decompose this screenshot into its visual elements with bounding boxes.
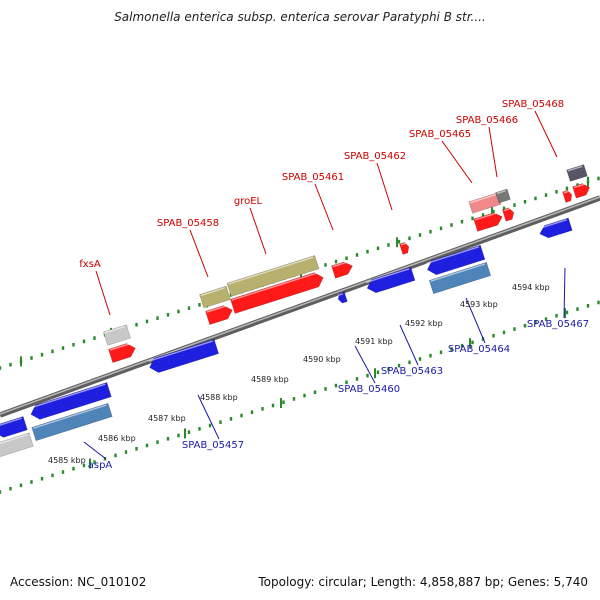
kbp-label: 4587 kbp [148,414,186,423]
gene-label-fxsa: fxsA [79,259,101,270]
leader-line [83,441,107,460]
leader-line [488,126,498,178]
kbp-label: 4588 kbp [200,393,238,402]
cds-light-red [468,192,502,214]
cds-red-6 [473,211,503,232]
kbp-label: 4590 kbp [303,355,341,364]
kbp-label: 4594 kbp [512,283,550,292]
gene-label-spab_05460: SPAB_05460 [338,384,400,395]
leader-line [95,270,111,316]
kbp-label: 4585 kbp [48,456,86,465]
backbone-highlight [0,196,600,415]
cds-grey-lower [0,432,34,458]
leader-line [534,110,558,158]
kbp-label: 4592 kbp [405,319,443,328]
fxsA-cds [108,342,136,363]
cds-red-4 [331,260,353,279]
topology-summary: Topology: circular; Length: 4,858,887 bp… [258,575,588,589]
gene-label-spab_05464: SPAB_05464 [448,344,510,355]
cds-blue-5 [366,266,416,294]
cds-red-8 [562,190,573,203]
leader-line [354,345,376,384]
aspA-cds [29,382,112,420]
groEL-cds [230,271,324,314]
cds-blue-6 [426,244,486,276]
kbp-label: 4593 kbp [460,300,498,309]
gene-label-spab_05458: SPAB_05458 [157,218,219,229]
cds-blue-3 [148,338,220,373]
gene-label-spab_05468: SPAB_05468 [502,99,564,110]
kbp-labels: 4585 kbp 4586 kbp 4587 kbp 4588 kbp 4589 kbp… [48,283,550,465]
gene-label-spab_05461: SPAB_05461 [282,172,344,183]
gene-label-spab_05466: SPAB_05466 [456,115,518,126]
cds-blue-7 [538,217,573,239]
gene-label-aspa: aspA [88,460,113,471]
leader-line [399,324,419,366]
leader-line [197,394,220,440]
accession-text: Accession: NC_010102 [10,575,147,589]
cds-red-2 [205,304,233,325]
leader-line [563,267,566,319]
cds-grey-upper [103,324,131,346]
cds-red-7 [502,207,515,222]
kbp-label: 4591 kbp [355,337,393,346]
leader-line [376,162,393,211]
kbp-label: 4589 kbp [251,375,289,384]
cds-red-5 [399,242,410,255]
backbone-line [0,195,600,418]
cds-red-9 [572,182,591,199]
cds-blue-left [0,416,28,438]
gene-label-groel: groEL [234,196,263,207]
cds-olive-1 [199,285,231,309]
kbp-label: 4586 kbp [98,434,136,443]
cds-dark-grey [495,188,511,204]
leader-line [465,297,486,344]
cds-blue-4 [337,291,348,304]
gene-label-spab_05462: SPAB_05462 [344,151,406,162]
leader-line [441,140,473,184]
cds-olive-2 [226,255,320,297]
gene-label-spab_05463: SPAB_05463 [381,366,443,377]
cds-steel-2 [428,261,492,295]
gene-label-spab_05457: SPAB_05457 [182,440,244,451]
gene-labels: fxsASPAB_05458groELSPAB_05461SPAB_05462S… [79,99,589,471]
leader-line [249,207,267,255]
backbone [0,195,600,418]
features [0,164,591,458]
label-leaders [83,110,566,460]
cds-dark-purple [566,164,588,182]
leader-line [189,229,209,278]
leader-line [314,183,334,231]
cds-steel-1 [31,402,113,442]
gene-label-spab_05465: SPAB_05465 [409,129,471,140]
map-title: Salmonella enterica subsp. enterica sero… [114,10,486,24]
gene-label-spab_05467: SPAB_05467 [527,319,589,330]
